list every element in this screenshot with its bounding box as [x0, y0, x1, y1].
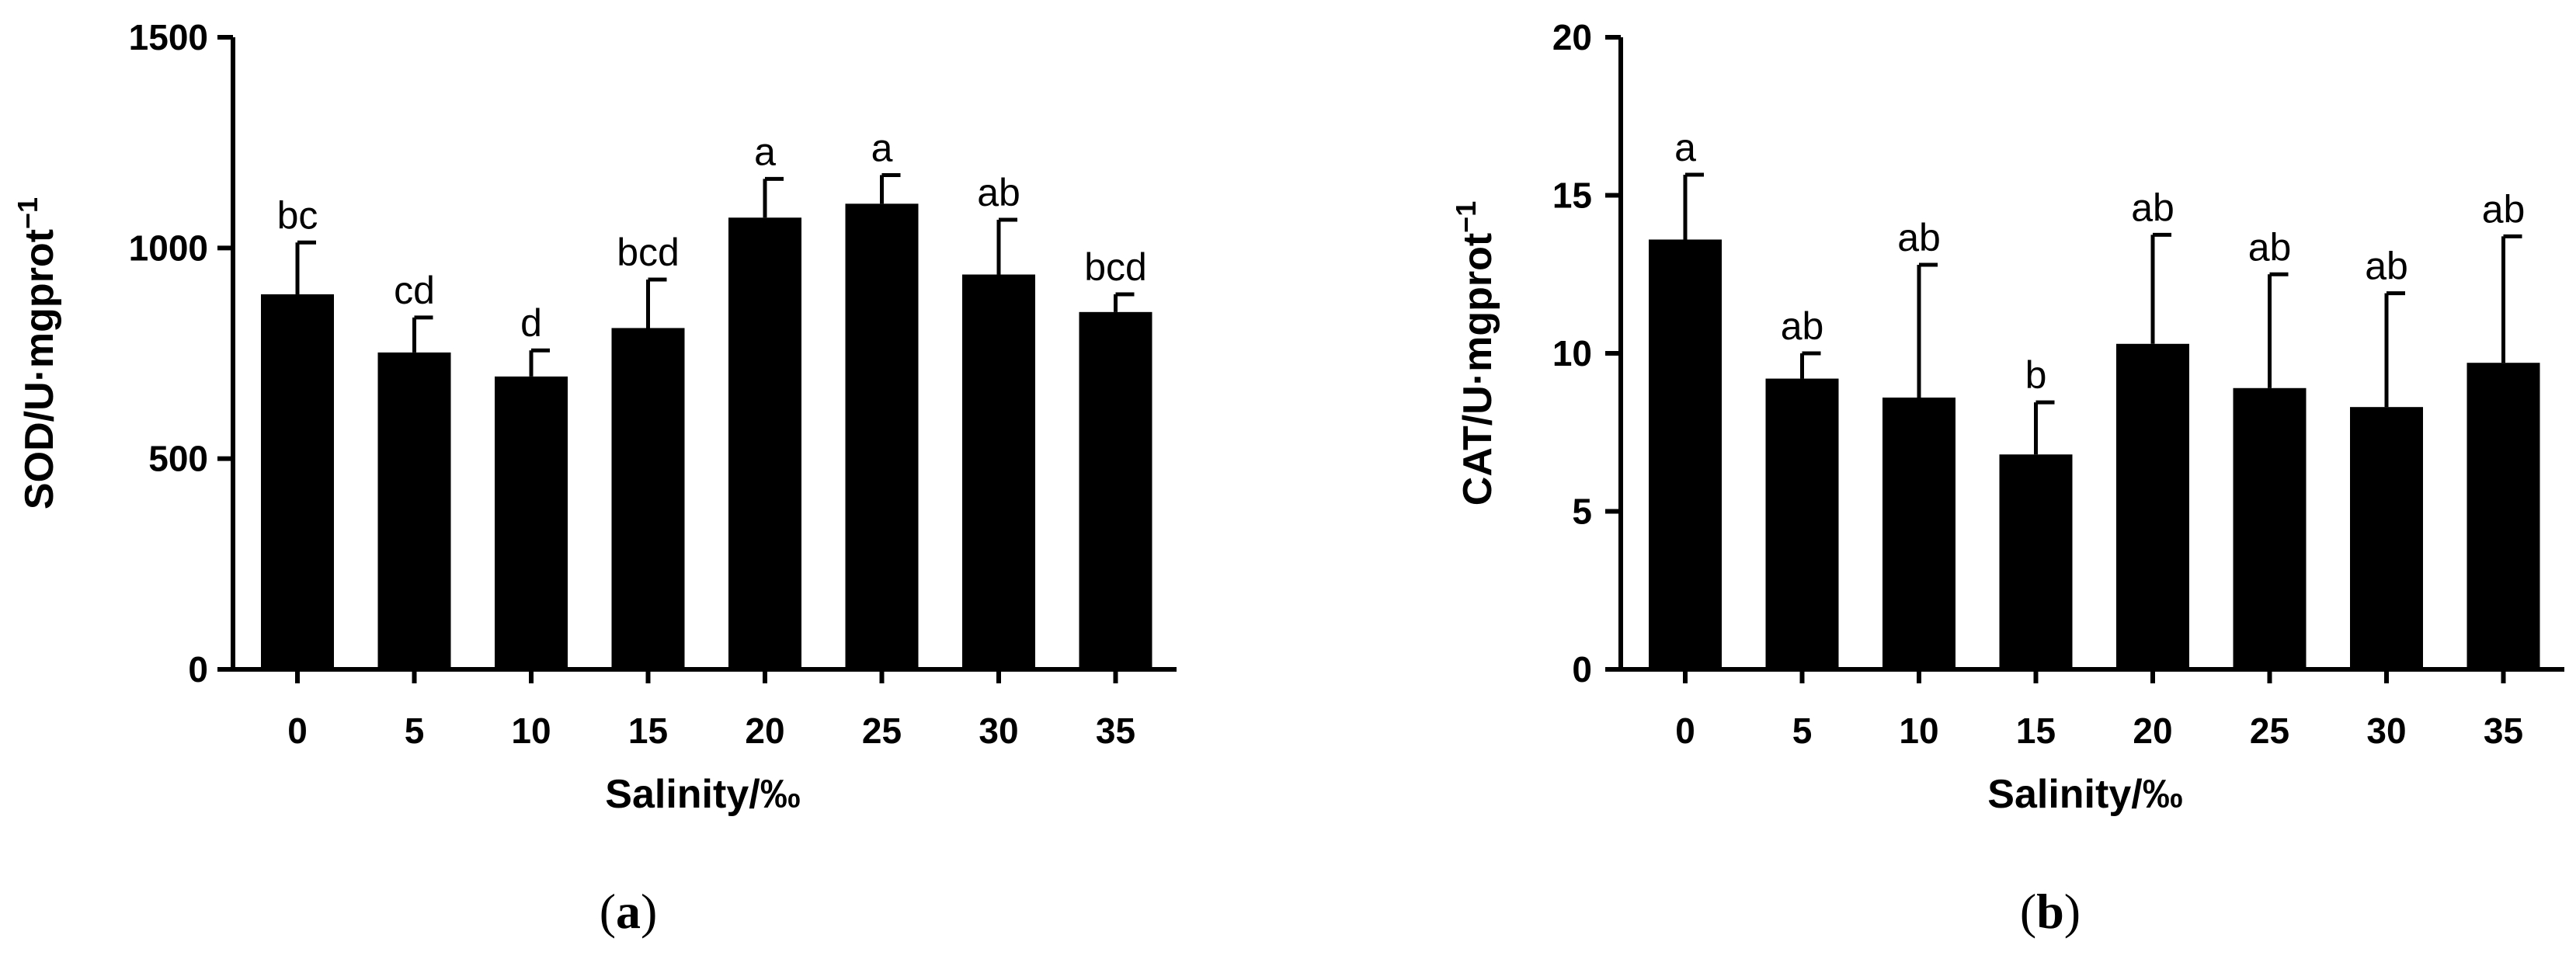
x-tick-label: 30 [2366, 711, 2406, 751]
panel-label: (a) [600, 884, 658, 939]
y-tick-label: 20 [1552, 17, 1592, 57]
bar-group [1649, 239, 2540, 670]
x-tick-label: 30 [979, 711, 1018, 751]
significance-label: cd [394, 269, 435, 312]
y-axis-title: CAT/U·mgprot−1 [1450, 201, 1501, 506]
y-tick-label: 5 [1572, 492, 1592, 532]
y-tick-group: 0 500 1000 1500 [129, 17, 233, 690]
bar [728, 217, 801, 669]
y-axis-title: SOD/U·mgprot−1 [12, 197, 63, 509]
y-tick-label: 500 [148, 439, 208, 479]
x-tick-label: 20 [745, 711, 784, 751]
y-tick-label: 1500 [129, 17, 208, 57]
bar [2350, 407, 2423, 669]
x-tick-label: 15 [2016, 711, 2056, 751]
significance-label: ab [2131, 186, 2174, 229]
bar [261, 294, 334, 669]
bar [1999, 454, 2073, 669]
x-tick-label: 0 [287, 711, 308, 751]
significance-label-group: a ab ab b ab ab ab ab [1674, 126, 2525, 397]
bar [845, 203, 919, 669]
bar [1765, 378, 1839, 669]
x-axis-title: Salinity/‰ [605, 772, 800, 817]
significance-label: ab [2482, 187, 2526, 231]
significance-label: ab [2365, 245, 2408, 288]
axes [231, 37, 1177, 672]
bar [1882, 397, 1955, 669]
x-tick-label: 5 [1792, 711, 1813, 751]
significance-label: ab [977, 171, 1020, 214]
significance-label: a [754, 130, 776, 173]
error-bar-group [295, 172, 1135, 377]
x-tick-label: 25 [2250, 711, 2289, 751]
x-tick-label: 10 [511, 711, 551, 751]
x-tick-label: 15 [628, 711, 668, 751]
x-tick-label: 10 [1899, 711, 1938, 751]
bar [2466, 363, 2540, 669]
y-tick-group: 0 5 10 15 20 [1552, 17, 1621, 690]
bar [962, 274, 1035, 669]
y-axis-title-exponent: −1 [12, 197, 43, 229]
y-axis-title-main: CAT/U·mgprot [1455, 233, 1500, 506]
y-tick-label: 0 [188, 649, 208, 690]
y-tick-label: 15 [1552, 175, 1592, 216]
bar [1649, 239, 1722, 670]
bar [611, 328, 685, 669]
y-tick-label: 0 [1572, 649, 1592, 690]
y-tick-label: 1000 [129, 228, 208, 268]
bar-group [261, 203, 1152, 669]
significance-label: b [2025, 353, 2047, 397]
significance-label: a [871, 126, 893, 169]
error-bar-group [1683, 172, 2522, 455]
x-tick-label: 0 [1675, 711, 1695, 751]
significance-label: bc [277, 193, 318, 237]
panel-label: (b) [2020, 884, 2081, 939]
bar [495, 376, 568, 669]
x-tick-label: 35 [2484, 711, 2523, 751]
x-tick-label: 5 [405, 711, 425, 751]
bar [377, 352, 451, 669]
significance-label: bcd [617, 231, 680, 274]
significance-label: bcd [1084, 245, 1147, 289]
significance-label-group: bc cd d bcd a a ab bcd [277, 126, 1147, 345]
significance-label: ab [1897, 216, 1941, 259]
chart-panel-b: a ab ab b ab ab ab ab 0 5 10 15 20 0 5 10 15 20 25 30 35 S… [1450, 17, 2564, 939]
x-tick-group: 0 5 10 15 20 25 30 35 [1675, 669, 2523, 751]
y-tick-label: 10 [1552, 333, 1592, 374]
panel-label-letter: a [616, 884, 641, 939]
bar [1079, 311, 1152, 669]
x-tick-label: 25 [862, 711, 902, 751]
bar [2233, 387, 2307, 669]
bar [2116, 343, 2189, 669]
significance-label: ab [1781, 304, 1824, 348]
significance-label: a [1674, 126, 1696, 169]
x-tick-label: 35 [1096, 711, 1135, 751]
x-axis-title: Salinity/‰ [1987, 772, 2182, 817]
significance-label: d [520, 301, 542, 345]
x-tick-label: 20 [2133, 711, 2172, 751]
x-tick-group: 0 5 10 15 20 25 30 35 [287, 669, 1135, 751]
significance-label: ab [2248, 225, 2292, 269]
y-axis-title-exponent: −1 [1450, 201, 1482, 233]
y-axis-title-main: SOD/U·mgprot [17, 229, 62, 509]
panel-label-letter: b [2036, 884, 2064, 939]
chart-panel-a: bc cd d bcd a a ab bcd 0 500 1000 1500 0 5 10 15 20 25 3… [12, 17, 1177, 939]
